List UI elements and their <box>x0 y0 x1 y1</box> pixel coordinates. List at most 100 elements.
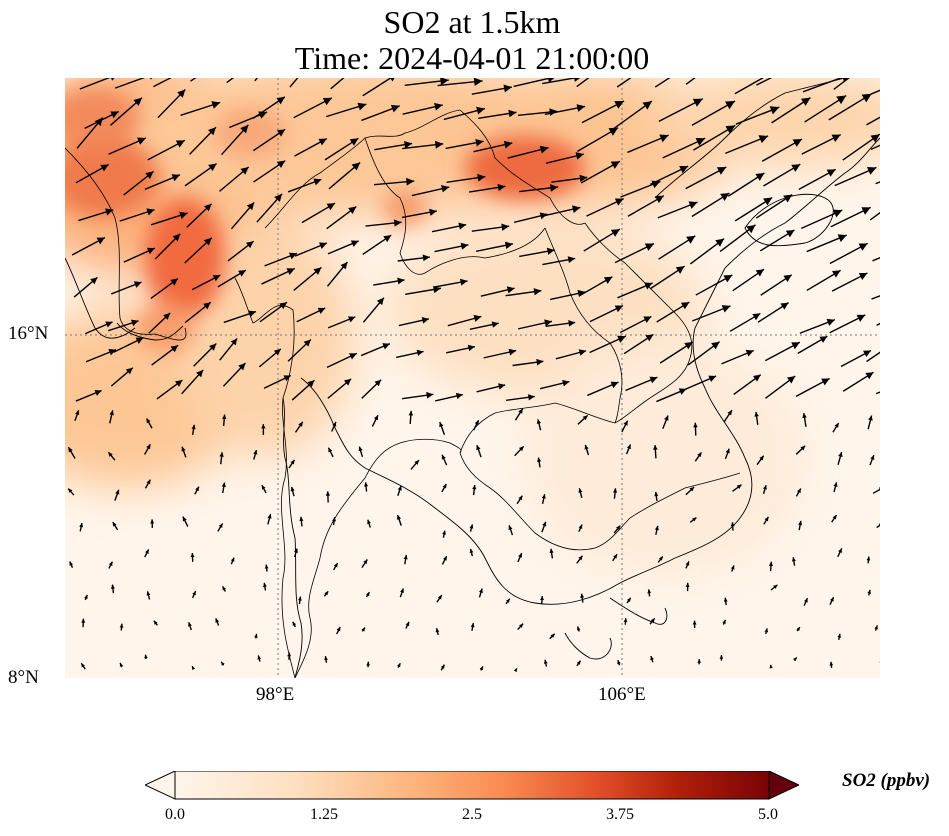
wind-arrow-head <box>313 178 322 186</box>
wind-arrow-head <box>644 243 654 251</box>
wind-arrow-head <box>865 372 874 380</box>
wind-arrow-head <box>837 234 847 242</box>
wind-arrow-head <box>203 302 211 310</box>
wind-arrow-head <box>248 310 257 318</box>
wind-arrow-shaft <box>576 78 590 88</box>
wind-arrow-head <box>328 447 333 453</box>
colorbar-tick: 1.25 <box>310 806 338 823</box>
wind-arrow-head <box>230 557 235 562</box>
wind-arrow-head <box>170 345 179 353</box>
wind-arrow-head <box>290 486 295 492</box>
wind-arrow-head <box>109 410 114 416</box>
map-panel <box>65 78 880 678</box>
wind-arrow-head <box>576 660 581 665</box>
wind-arrow-head <box>861 207 871 215</box>
wind-arrow-head <box>400 588 404 593</box>
wind-arrow-head <box>96 237 105 245</box>
wind-arrow-head <box>264 564 269 569</box>
wind-arrow-head <box>75 410 80 416</box>
wind-arrow-shaft <box>542 78 579 85</box>
wind-arrow-head <box>150 519 155 524</box>
wind-arrow-head <box>293 548 298 554</box>
wind-arrow-head <box>363 482 369 487</box>
wind-arrow-head <box>518 553 522 558</box>
wind-arrow-head <box>685 561 690 566</box>
wind-arrow-head <box>537 457 542 462</box>
wind-arrow-head <box>105 321 113 328</box>
wind-arrow-head <box>396 515 402 520</box>
wind-arrow-head <box>736 484 742 489</box>
wind-arrow-head <box>133 97 143 107</box>
wind-arrow-head <box>473 314 482 322</box>
wind-arrow-head <box>549 548 554 554</box>
wind-arrow-head <box>404 140 413 149</box>
wind-arrow-head <box>685 582 690 587</box>
wind-arrow-head <box>832 514 837 520</box>
wind-arrow-head <box>793 657 797 662</box>
map-title: SO2 at 1.5km <box>383 4 561 40</box>
wind-arrow-head <box>467 344 475 352</box>
wind-arrow-head <box>318 242 327 249</box>
wind-arrow-head <box>358 446 363 452</box>
wind-arrow-head <box>163 313 171 320</box>
wind-arrow-head <box>783 274 792 283</box>
wind-arrow-head <box>287 652 292 657</box>
wind-arrow-head <box>191 424 196 430</box>
wind-arrow-head <box>513 668 517 673</box>
wind-arrow-head <box>695 137 706 146</box>
wind-arrow-head <box>238 363 246 371</box>
wind-arrow-head <box>752 374 761 382</box>
wind-arrow-head <box>574 78 581 82</box>
wind-arrow-head <box>697 452 702 458</box>
wind-arrow-head <box>68 488 73 493</box>
wind-arrow-head <box>94 117 103 127</box>
wind-arrow-head <box>539 145 549 154</box>
wind-arrow-head <box>730 565 735 570</box>
wind-arrow-head <box>192 591 196 596</box>
wind-arrow-head <box>692 620 697 625</box>
wind-arrow-head <box>318 138 327 146</box>
wind-arrow-head <box>659 134 669 143</box>
wind-arrow-shaft <box>226 78 235 84</box>
wind-arrow-head <box>610 229 620 237</box>
wind-arrow-head <box>276 129 286 137</box>
wind-arrow-shaft <box>802 78 843 93</box>
wind-arrow-head <box>518 408 523 414</box>
wind-arrow-head <box>324 591 329 596</box>
wind-arrow-head <box>348 316 356 323</box>
wind-arrow-head <box>133 281 142 288</box>
wind-arrow-head <box>366 661 370 666</box>
wind-arrow-head <box>578 349 587 356</box>
wind-arrow-head <box>442 483 447 489</box>
wind-arrow-head <box>578 524 583 529</box>
wind-arrow-head <box>474 420 479 426</box>
wind-arrow-head <box>831 134 841 143</box>
wind-arrow-head <box>549 184 559 192</box>
wind-arrow-head <box>544 319 552 327</box>
colorbar-tick: 5.0 <box>758 806 778 823</box>
wind-arrow-head <box>442 530 446 535</box>
wind-arrow-head <box>550 633 555 638</box>
wind-arrow-head <box>711 341 720 350</box>
wind-arrow-head <box>253 450 258 455</box>
wind-arrow-head <box>508 109 517 118</box>
wind-arrow-head <box>150 78 153 80</box>
wind-arrow-head <box>434 140 444 149</box>
wind-arrow-head <box>838 452 843 458</box>
wind-arrow-head <box>182 516 187 522</box>
wind-arrow-head <box>826 318 835 326</box>
wind-arrow-head <box>416 349 424 356</box>
wind-arrow-head <box>322 97 332 106</box>
wind-arrow-head <box>257 655 262 660</box>
wind-arrow-head <box>332 421 337 427</box>
wind-arrow-head <box>684 342 693 350</box>
wind-arrow-head <box>723 274 733 283</box>
wind-arrow-head <box>274 193 283 203</box>
wind-arrow-head <box>613 554 618 559</box>
wind-arrow-head <box>137 137 146 145</box>
wind-arrow-head <box>174 380 183 387</box>
wind-arrow-head <box>303 339 311 347</box>
wind-arrow-head <box>476 445 481 451</box>
wind-arrow-head <box>830 597 834 602</box>
wind-arrow-head <box>470 623 475 628</box>
